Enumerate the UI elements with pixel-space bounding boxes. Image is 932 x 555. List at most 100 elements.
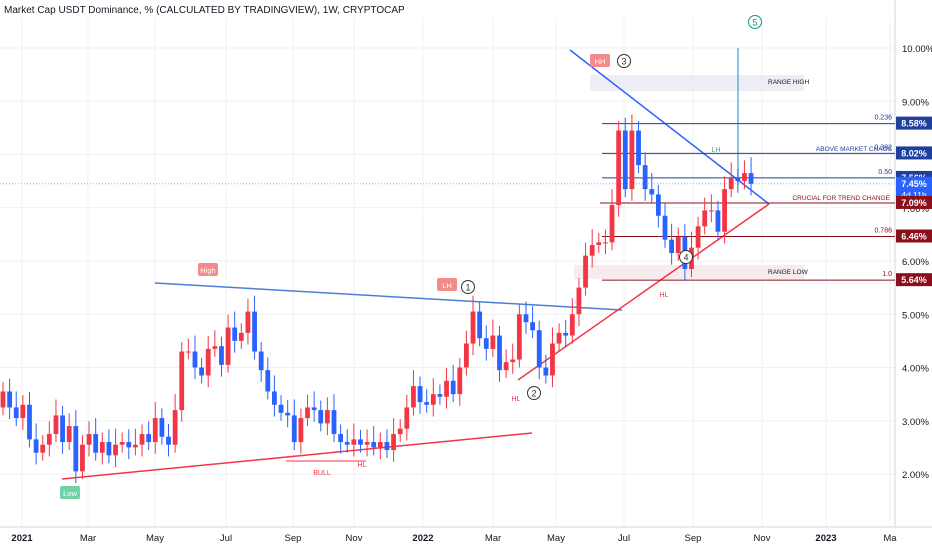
price-badge-label: 8.02% — [901, 148, 927, 158]
candle-body — [252, 311, 257, 352]
crucial-label: CRUCIAL FOR TREND CHANGE — [792, 195, 890, 202]
candle-body — [86, 434, 92, 445]
candle-body — [238, 332, 244, 341]
price-badge — [896, 195, 932, 209]
x-tick-label: 2021 — [11, 533, 33, 544]
hl-label: HL — [660, 292, 669, 299]
price-badge-label: 5.64% — [901, 275, 927, 285]
range-low-label: RANGE LOW — [768, 269, 809, 276]
x-tick-label: Ma — [883, 533, 897, 544]
candle-body — [73, 426, 79, 472]
candle-body — [298, 418, 304, 443]
wave-label: 5 — [752, 18, 757, 28]
candle-body — [146, 434, 152, 443]
candle-body — [152, 418, 158, 443]
candle-body — [179, 351, 185, 411]
x-tick-label: May — [146, 533, 164, 544]
descending-trendline — [154, 282, 623, 311]
bull-label: BULL — [313, 470, 331, 477]
candle-body — [344, 442, 350, 445]
candle-body — [457, 367, 463, 395]
annotation-tag-label: HH — [595, 57, 606, 66]
y-tick-label: 3.00% — [902, 417, 929, 428]
candle-body — [411, 386, 416, 408]
candle-body — [106, 442, 112, 456]
range-low-zone — [574, 265, 804, 279]
candle-body — [569, 314, 575, 336]
candle-body — [232, 327, 238, 341]
candle-body — [291, 415, 297, 443]
candle-body — [258, 351, 264, 371]
candle-body — [133, 444, 138, 448]
candle-body — [596, 242, 602, 246]
candle-body — [364, 442, 370, 445]
candle-body — [603, 242, 608, 244]
annotation-tag-label: LH — [442, 281, 452, 290]
candle-body — [119, 442, 125, 445]
fib-level-label: 0.382 — [874, 144, 892, 151]
candle-body — [536, 330, 542, 368]
hl-label: HL — [358, 462, 367, 469]
price-badge — [896, 116, 932, 130]
candle-body — [523, 314, 529, 323]
y-tick-label: 7.00% — [902, 204, 929, 215]
candle-body — [40, 444, 46, 453]
candle-body — [430, 394, 436, 405]
y-tick-label: 2.00% — [902, 470, 929, 481]
wave-circle — [748, 15, 762, 29]
candle-body — [93, 434, 99, 453]
candle-body — [748, 173, 754, 184]
y-tick-label: 4.00% — [902, 364, 929, 375]
candle-body — [324, 410, 330, 424]
x-tick-label: Nov — [754, 533, 771, 544]
x-tick-label: Mar — [485, 533, 501, 544]
candle-body — [80, 444, 85, 472]
wave-circle — [461, 280, 475, 294]
candle-body — [27, 404, 32, 440]
candle-body — [616, 130, 622, 206]
candle-body — [377, 442, 383, 448]
candle-body — [331, 410, 337, 435]
candle-body — [199, 367, 204, 376]
candle-body — [530, 322, 535, 331]
candle-body — [702, 210, 708, 227]
candle-body — [563, 332, 569, 336]
candle-body — [444, 380, 449, 397]
annotation-tag — [437, 278, 457, 291]
candle-body — [358, 439, 363, 445]
wave-circle — [679, 250, 693, 264]
candle-body — [437, 394, 443, 397]
candle-body — [464, 343, 469, 368]
candle-body — [609, 205, 615, 243]
candle-body — [212, 346, 218, 349]
candle-body — [272, 391, 277, 405]
y-tick-label: 6.00% — [902, 257, 929, 268]
candle-body — [225, 327, 231, 365]
candle-body — [166, 436, 171, 445]
annotation-tag — [198, 263, 218, 276]
y-tick-label: 5.00% — [902, 310, 929, 321]
price-badge-countdown: 4d 11h — [901, 190, 927, 200]
candle-body — [543, 367, 549, 376]
candle-body — [722, 189, 727, 232]
candle-body — [424, 402, 430, 405]
candle-body — [192, 351, 198, 368]
candle-body — [338, 434, 344, 443]
candle-body — [391, 434, 396, 451]
candle-body — [715, 210, 721, 232]
candle-body — [728, 178, 734, 190]
candle-body — [516, 314, 522, 360]
candle-body — [742, 173, 747, 182]
candle-body — [470, 311, 476, 344]
x-tick-label: May — [547, 533, 565, 544]
candle-body — [113, 444, 118, 456]
candle-body — [503, 362, 509, 371]
candle-body — [483, 338, 489, 349]
candle-body — [655, 194, 661, 216]
candle-body — [285, 412, 291, 416]
candle-body — [708, 210, 714, 212]
candle-body — [636, 130, 641, 166]
candle-body — [662, 215, 668, 240]
candle-body — [0, 391, 6, 408]
